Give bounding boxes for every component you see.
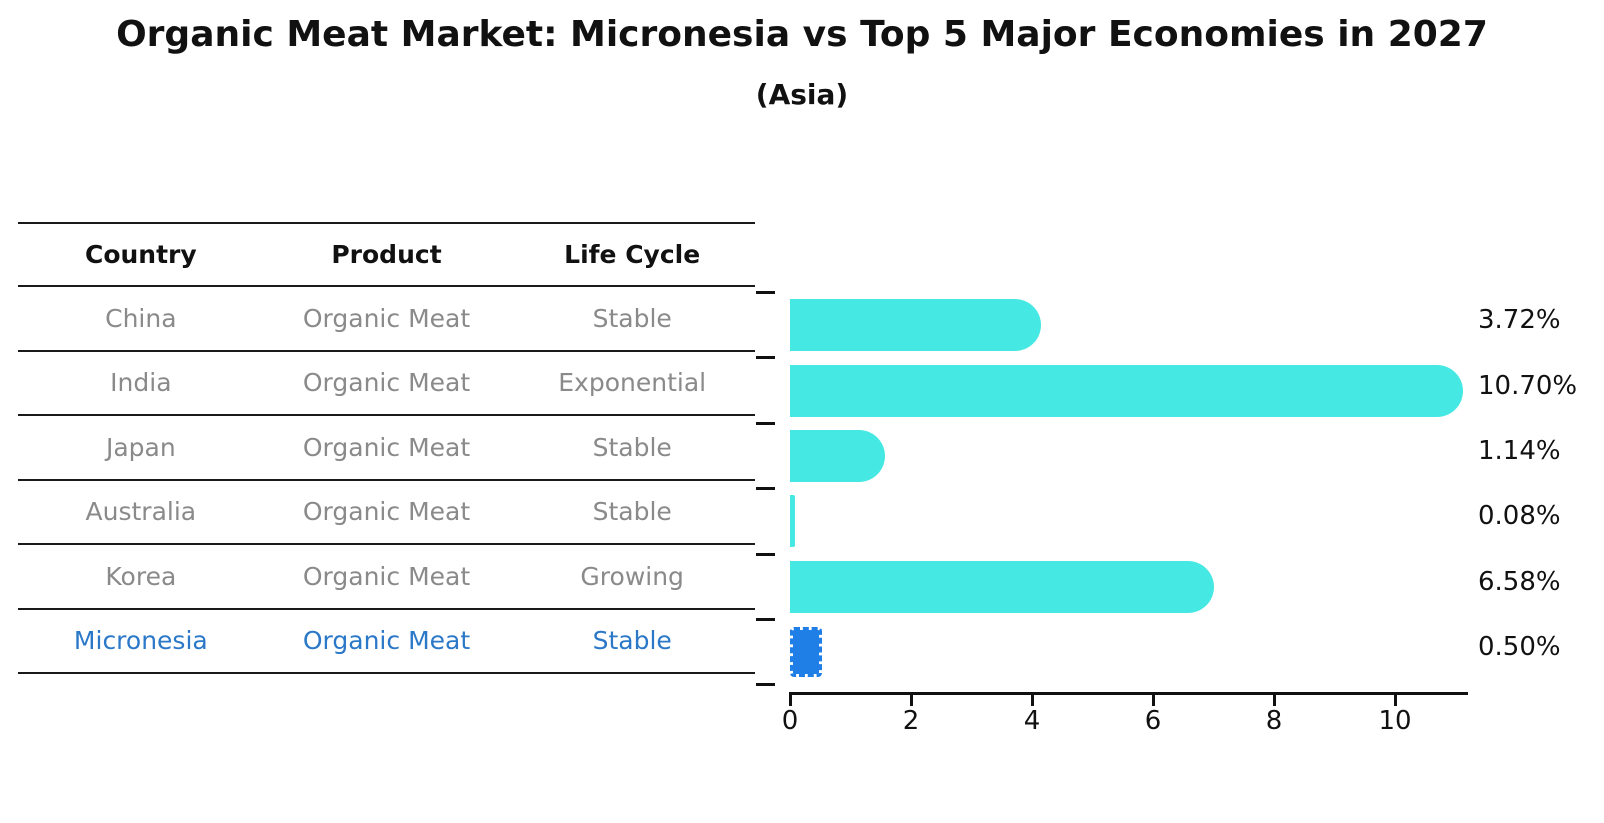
cell-country: China xyxy=(105,303,177,333)
value-label-india: 10.70% xyxy=(1478,370,1578,401)
y-tick xyxy=(756,618,775,621)
value-label-micronesia: 0.50% xyxy=(1478,632,1561,663)
cell-life-cycle: Stable xyxy=(592,303,672,333)
y-tick xyxy=(756,487,775,491)
table-row-china: China Organic Meat Stable xyxy=(18,287,755,352)
table-row-australia: Australia Organic Meat Stable xyxy=(18,481,755,545)
cell-product: Organic Meat xyxy=(302,626,471,656)
column-header-product: Product xyxy=(331,240,442,269)
bar-china xyxy=(790,299,1042,352)
x-tick xyxy=(1151,694,1155,706)
bar-japan xyxy=(790,430,885,482)
x-tick xyxy=(909,694,913,706)
x-tick-label: 2 xyxy=(902,706,920,736)
x-tick xyxy=(1030,694,1034,706)
cell-life-cycle: Stable xyxy=(592,626,672,656)
y-tick xyxy=(756,552,775,556)
bar-australia xyxy=(790,495,795,548)
cell-life-cycle: Stable xyxy=(592,497,672,527)
y-tick xyxy=(756,421,775,425)
bar-micronesia xyxy=(790,627,823,678)
x-tick-label: 6 xyxy=(1144,706,1162,736)
table-header-row: Country Product Life Cycle xyxy=(18,224,755,287)
cell-country: Korea xyxy=(105,561,177,591)
x-tick xyxy=(788,694,792,706)
cell-life-cycle: Exponential xyxy=(558,368,707,398)
column-header-life-cycle: Life Cycle xyxy=(564,240,701,269)
y-tick xyxy=(756,356,775,360)
cell-country: Japan xyxy=(105,432,176,462)
value-label-china: 3.72% xyxy=(1478,305,1561,336)
chart-subtitle: (Asia) xyxy=(755,78,849,111)
cell-country: Micronesia xyxy=(73,626,208,656)
cell-life-cycle: Stable xyxy=(592,432,672,462)
x-tick xyxy=(1272,694,1276,706)
value-label-australia: 0.08% xyxy=(1478,501,1561,532)
x-tick-label: 0 xyxy=(781,706,799,736)
cell-product: Organic Meat xyxy=(302,432,471,462)
cell-product: Organic Meat xyxy=(302,368,471,398)
value-label-japan: 1.14% xyxy=(1478,436,1561,466)
table-row-japan: Japan Organic Meat Stable xyxy=(18,416,755,481)
table-row-korea: Korea Organic Meat Growing xyxy=(18,545,755,610)
chart-title: Organic Meat Market: Micronesia vs Top 5… xyxy=(116,14,1488,55)
x-tick xyxy=(1393,694,1397,706)
table-row-micronesia: Micronesia Organic Meat Stable xyxy=(18,610,755,674)
cell-country: Australia xyxy=(85,497,197,527)
cell-product: Organic Meat xyxy=(302,303,471,333)
y-tick xyxy=(756,291,775,294)
value-label-korea: 6.58% xyxy=(1478,566,1561,597)
x-tick-label: 8 xyxy=(1265,706,1283,736)
cell-product: Organic Meat xyxy=(302,561,471,591)
x-tick-label: 4 xyxy=(1023,706,1041,736)
bar-korea xyxy=(790,560,1215,613)
country-table: Country Product Life Cycle China Organic … xyxy=(18,222,755,674)
x-tick-label: 10 xyxy=(1378,706,1412,736)
x-axis-line xyxy=(789,692,1468,695)
table-row-india: India Organic Meat Exponential xyxy=(18,352,755,416)
cell-product: Organic Meat xyxy=(302,497,471,527)
y-tick xyxy=(756,683,775,687)
cell-life-cycle: Growing xyxy=(580,561,684,591)
cell-country: India xyxy=(110,368,172,398)
bar-india xyxy=(790,364,1464,417)
column-header-country: Country xyxy=(84,240,197,269)
